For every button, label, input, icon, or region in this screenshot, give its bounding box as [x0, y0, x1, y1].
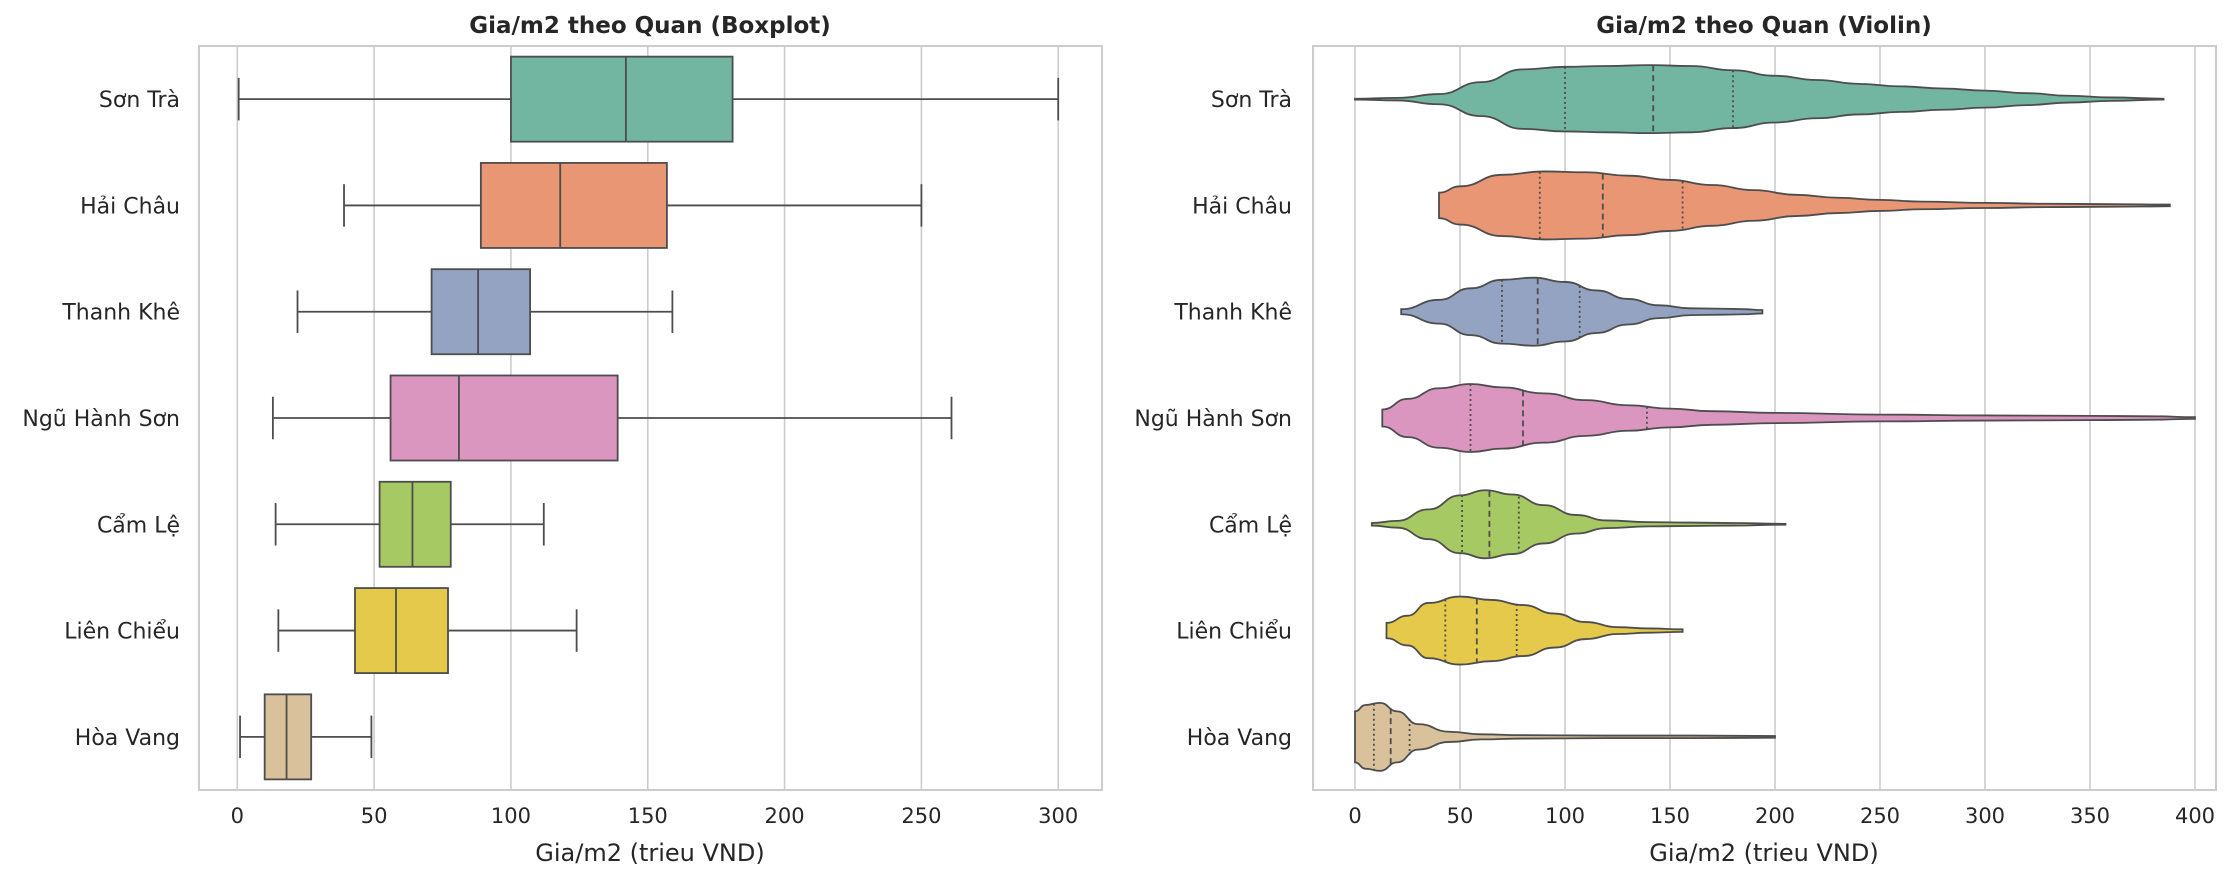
violin-x-tick-label: 400 [2175, 804, 2215, 828]
violin-marks [1354, 64, 2196, 772]
boxplot-category-label: Ngũ Hành Sơn [22, 407, 180, 432]
violin-body [1370, 489, 1787, 560]
boxplot-x-tick-label: 250 [901, 804, 941, 828]
violin-body [1354, 64, 2165, 135]
boxplot-box [378, 480, 452, 568]
boxplot-marks [237, 55, 1060, 781]
boxplot-category-label: Cẩm Lệ [97, 513, 180, 538]
violin-category-label: Thanh Khê [1173, 301, 1292, 326]
boxplot-x-tick-label: 200 [765, 804, 805, 828]
violin-body [1381, 383, 2196, 453]
boxplot-category-label: Thanh Khê [61, 301, 180, 326]
violin-category-labels: Sơn Trà Hải Châu Thanh Khê Ngũ Hành Sơn Cẩm … [1134, 88, 1292, 751]
violin-x-tick-label: 200 [1755, 804, 1795, 828]
violin-category-label: Sơn Trà [1211, 88, 1292, 113]
boxplot-box [263, 693, 313, 781]
violin-x-ticks: 0 50 100 150 200 250 300 350 400 [1348, 804, 2215, 828]
violin-x-tick-label: 250 [1860, 804, 1900, 828]
boxplot-title: Gia/m2 theo Quan (Boxplot) [469, 13, 831, 39]
violin-category-label: Liên Chiểu [1176, 620, 1292, 645]
boxplot-x-ticks: 0 50 100 150 200 250 300 [231, 804, 1079, 828]
boxplot-box [510, 55, 734, 143]
violin-category-label: Ngũ Hành Sơn [1134, 407, 1292, 432]
violin-x-tick-label: 300 [1965, 804, 2005, 828]
violin-x-tick-label: 0 [1348, 804, 1361, 828]
violin-body [1400, 276, 1764, 347]
violin-x-tick-label: 100 [1545, 804, 1585, 828]
boxplot-axes-frame [198, 45, 1103, 791]
violin-x-tick-label: 150 [1650, 804, 1690, 828]
violin-category-label: Hải Châu [1192, 194, 1292, 219]
boxplot-category-label: Hòa Vang [75, 726, 180, 751]
violin-body [1438, 170, 2171, 241]
boxplot-x-tick-label: 0 [231, 804, 244, 828]
boxplot-category-label: Sơn Trà [99, 88, 180, 113]
violin-x-tick-label: 350 [2070, 804, 2110, 828]
violin-x-axis-label: Gia/m2 (trieu VND) [1649, 839, 1878, 867]
violin-title: Gia/m2 theo Quan (Violin) [1596, 13, 1932, 39]
violin-category-label: Cẩm Lệ [1209, 513, 1292, 538]
violin-axes-frame [1312, 45, 2217, 791]
boxplot-box [479, 162, 668, 249]
boxplot-x-tick-label: 300 [1038, 804, 1078, 828]
boxplot-category-labels: Sơn Trà Hải Châu Thanh Khê Ngũ Hành Sơn Cẩm … [22, 88, 180, 751]
boxplot-box [389, 374, 619, 462]
boxplot-x-tick-label: 150 [628, 804, 668, 828]
boxplot-panel: 0 50 100 150 200 250 300 Sơn Trà Hải Châu Thanh … [22, 13, 1103, 867]
boxplot-category-label: Hải Châu [80, 194, 180, 219]
violin-panel: 0 50 100 150 200 250 300 350 400 Sơn Trà Hải Châu… [1134, 13, 2217, 867]
boxplot-box [354, 587, 449, 674]
boxplot-category-label: Liên Chiểu [64, 620, 180, 645]
violin-category-label: Hòa Vang [1187, 726, 1292, 751]
violin-body [1385, 595, 1684, 666]
boxplot-x-tick-label: 50 [361, 804, 388, 828]
boxplot-box [430, 268, 532, 356]
violin-x-tick-label: 50 [1447, 804, 1474, 828]
boxplot-x-axis-label: Gia/m2 (trieu VND) [535, 839, 764, 867]
boxplot-x-tick-label: 100 [491, 804, 531, 828]
